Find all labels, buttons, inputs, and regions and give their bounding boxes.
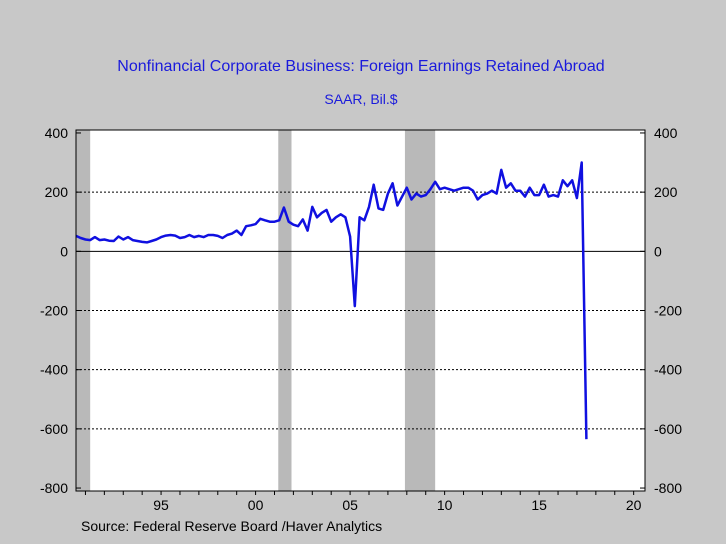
gridlines — [76, 191, 645, 430]
x-tick-label: 10 — [437, 497, 453, 513]
source-note: Source: Federal Reserve Board /Haver Ana… — [81, 518, 382, 534]
y-tick-label-right: -400 — [654, 362, 682, 378]
y-tick-label-right: -800 — [654, 480, 682, 496]
x-tick-label: 00 — [248, 497, 264, 513]
series-line — [75, 161, 588, 440]
chart-title: Nonfinancial Corporate Business: Foreign… — [117, 58, 604, 75]
y-tick-label-left: 200 — [45, 184, 69, 200]
x-axis: 95 00 05 10 15 20 — [84, 491, 642, 513]
y-tick-label-left: -600 — [40, 421, 68, 437]
y-tick-label-right: 400 — [654, 125, 678, 141]
x-tick-label: 20 — [626, 497, 642, 513]
x-tick-label: 05 — [342, 497, 358, 513]
y-tick-label-right: 0 — [654, 243, 662, 259]
y-axis: 400 400 200 200 0 0 -200 -200 -400 -400 -600 -600 -8… — [40, 125, 682, 496]
y-tick-label-left: -800 — [40, 480, 68, 496]
x-tick-label: 95 — [153, 497, 169, 513]
y-tick-label-left: -400 — [40, 362, 68, 378]
y-tick-label-right: -600 — [654, 421, 682, 437]
y-tick-label-right: 200 — [654, 184, 678, 200]
recession-band-0 — [76, 130, 91, 491]
y-tick-label-left: 0 — [60, 243, 68, 259]
y-tick-label-left: 400 — [45, 125, 69, 141]
y-tick-label-left: -200 — [40, 303, 68, 319]
y-tick-label-right: -200 — [654, 303, 682, 319]
chart-subtitle: SAAR, Bil.$ — [324, 91, 397, 107]
x-tick-label: 15 — [531, 497, 547, 513]
